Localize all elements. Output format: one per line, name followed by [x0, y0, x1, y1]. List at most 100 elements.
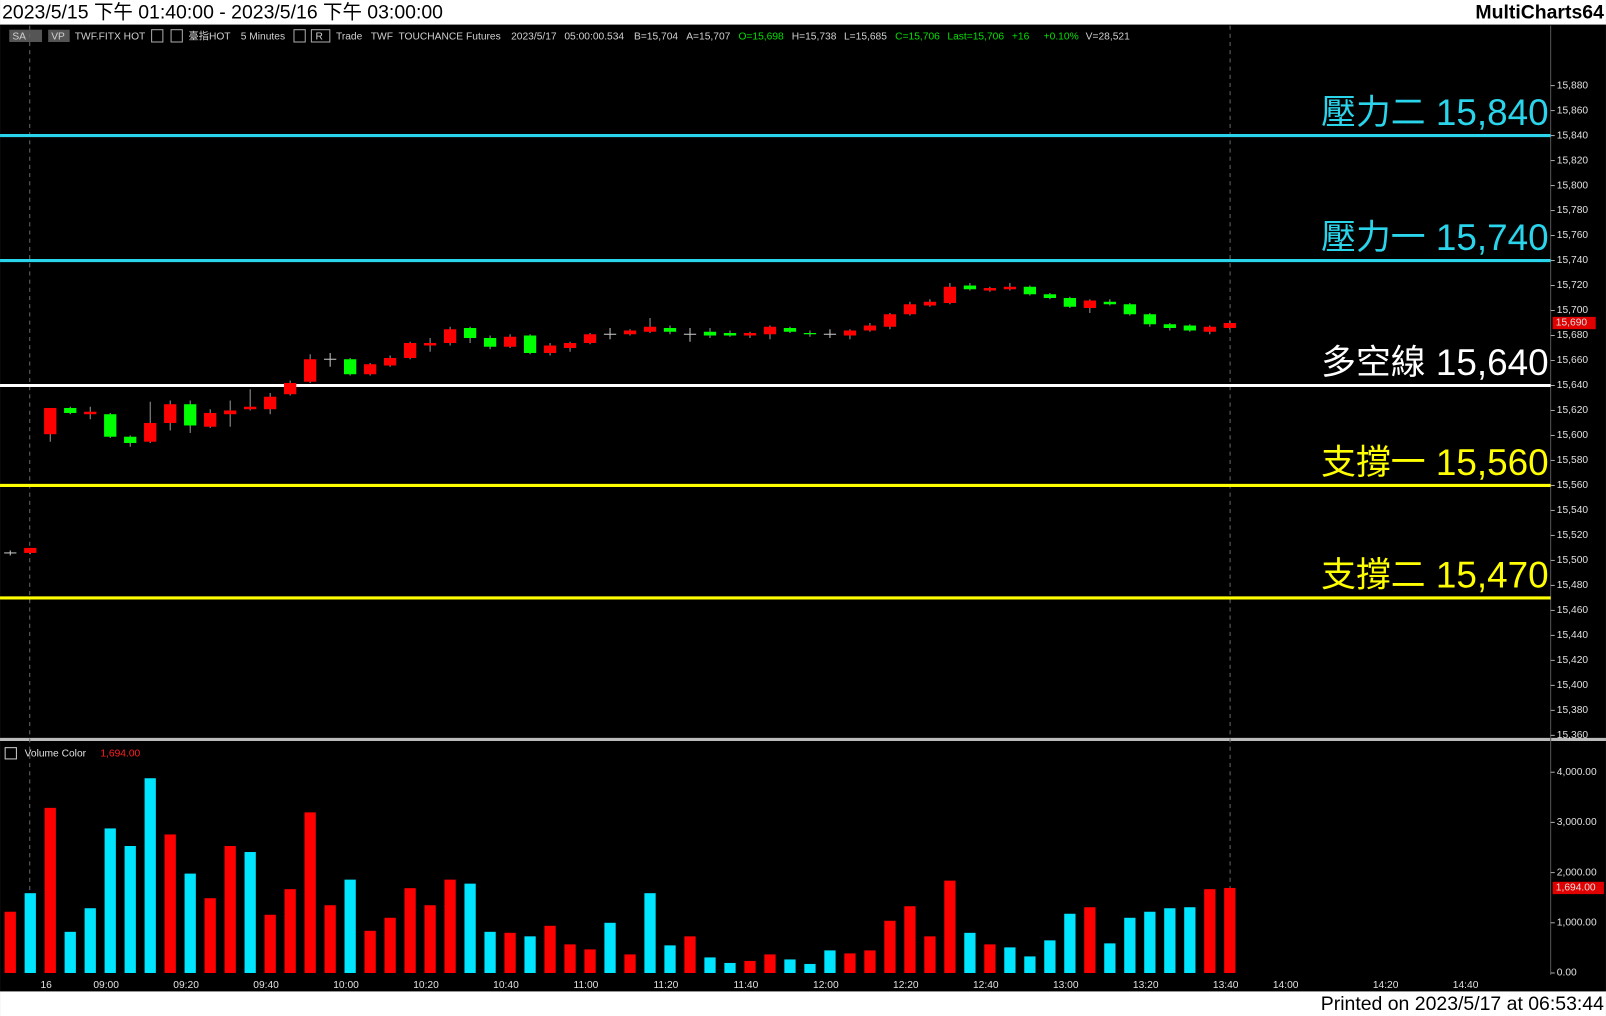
volume-bar [484, 931, 496, 973]
dropdown[interactable] [151, 29, 164, 43]
y-tick-label: 15,760 [1557, 230, 1589, 241]
volume-bar [164, 834, 176, 973]
level-label: 壓力一 15,740 [1321, 217, 1548, 258]
x-tick-label: 11:40 [733, 980, 758, 991]
candle-body [883, 314, 897, 327]
info-item: B=15,704 [634, 32, 678, 43]
volume-bar [364, 930, 376, 973]
volume-bar [1024, 956, 1036, 973]
candle-body [483, 338, 497, 347]
y-tick-label: 15,780 [1557, 205, 1589, 216]
y-tick-label: 15,600 [1557, 430, 1589, 441]
x-tick-label: 11:20 [653, 980, 678, 991]
candle-body [264, 396, 277, 410]
dropdown[interactable] [170, 29, 183, 43]
x-tick-label: 10:20 [413, 980, 439, 991]
y-tick-label: 0.00 [1557, 968, 1577, 979]
sa-box[interactable] [9, 29, 43, 42]
info-item: Futures [466, 32, 501, 43]
level-name: 壓力二 [1321, 93, 1425, 132]
candle-body [623, 330, 637, 335]
info-item: 5 Minutes [241, 32, 285, 43]
candle-body [643, 326, 657, 332]
volume-bar [1184, 907, 1196, 973]
y-tick-label: 15,420 [1557, 655, 1589, 666]
level-value: 15,640 [1436, 342, 1549, 383]
candle-body [423, 343, 437, 346]
volume-bar [564, 944, 576, 973]
candle-body [44, 407, 57, 435]
candle-body [463, 328, 477, 339]
level-label: 支撐一 15,560 [1321, 442, 1548, 483]
level-label: 壓力二 15,840 [1321, 92, 1548, 133]
candle-body [144, 422, 157, 442]
x-tick-label: 13:40 [1213, 980, 1239, 991]
volume-bar [184, 873, 196, 973]
candle-body [863, 325, 877, 331]
info-item: 05:00:00.534 [564, 32, 624, 43]
level-value: 15,560 [1436, 442, 1549, 483]
candle-body [1103, 301, 1116, 305]
volume-bar [344, 879, 356, 973]
y-tick-label: 15,500 [1557, 555, 1589, 566]
candle-body [803, 333, 817, 335]
y-tick-label: 15,860 [1557, 105, 1589, 116]
candle-body [383, 357, 397, 366]
info-item: C=15,706 [895, 32, 940, 43]
volume-bar [224, 845, 236, 973]
dropdown[interactable] [310, 29, 331, 43]
candle-body [304, 359, 317, 382]
y-tick-label: 15,820 [1557, 155, 1589, 166]
x-tick-label: 09:00 [93, 980, 119, 991]
volume-bar [624, 954, 636, 973]
volume-bar [124, 845, 136, 973]
y-tick-label: 15,440 [1557, 630, 1589, 641]
candle-body [124, 436, 137, 443]
info-item: VP [51, 32, 65, 43]
info-item: 臺指HOT [188, 30, 231, 43]
close-indicator[interactable] [4, 747, 17, 760]
last-volume-label: 1,694.00 [1556, 883, 1596, 894]
candle-body [204, 412, 217, 427]
candle-body [363, 364, 377, 375]
volume-bar [744, 960, 756, 973]
last-volume-marker [1552, 881, 1604, 895]
footer-bar [0, 991, 1606, 1016]
info-item: H=15,738 [792, 32, 837, 43]
x-tick-label: 09:40 [253, 980, 279, 991]
volume-bar [1064, 913, 1076, 973]
candle-body [343, 359, 357, 375]
x-tick-label: 13:00 [1053, 980, 1079, 991]
volume-bar [1124, 917, 1136, 973]
vp-box[interactable] [48, 29, 70, 42]
y-tick-label: 15,560 [1557, 480, 1589, 491]
candle-body [543, 345, 557, 353]
info-item: SA [12, 32, 26, 43]
volume-bar [824, 950, 836, 973]
level-value: 15,840 [1436, 92, 1549, 133]
candle-body [224, 410, 237, 415]
volume-bar [1044, 940, 1056, 973]
info-bar: SA VP TWF.FITX HOT 臺指HOT 5 Minutes R Trade TWF T… [9, 29, 1130, 43]
info-item: O=15,698 [738, 32, 784, 43]
volume-bar [284, 889, 296, 973]
x-tick-label: 11:00 [574, 980, 599, 991]
info-item: R [315, 32, 322, 43]
volume-bar [964, 932, 976, 973]
volume-bar [104, 828, 116, 973]
y-tick-label: 15,680 [1557, 330, 1589, 341]
info-item: V=28,521 [1086, 32, 1130, 43]
y-tick-label: 4,000.00 [1557, 767, 1597, 778]
candle-body [503, 336, 517, 347]
candle-body [244, 406, 257, 410]
info-item: 2023/5/17 [511, 32, 557, 43]
level-value: 15,470 [1436, 554, 1549, 595]
info-item: Trade [336, 32, 363, 43]
y-tick-label: 15,840 [1557, 130, 1589, 141]
volume-bar [1144, 911, 1156, 973]
title-bar [0, 0, 1606, 25]
y-tick-label: 15,360 [1557, 730, 1589, 741]
candle-body [763, 326, 777, 335]
dropdown[interactable] [293, 29, 306, 43]
x-tick-label: 14:40 [1453, 980, 1479, 991]
